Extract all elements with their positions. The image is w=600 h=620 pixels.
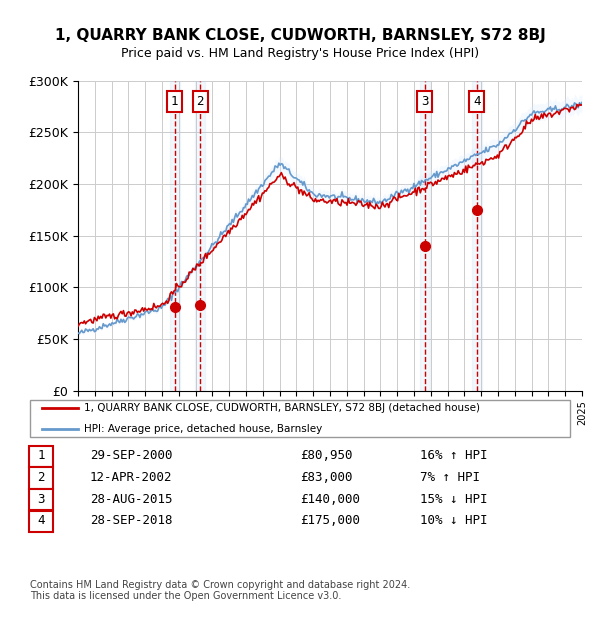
Text: Price paid vs. HM Land Registry's House Price Index (HPI): Price paid vs. HM Land Registry's House … [121,46,479,60]
Bar [472,81,482,391]
Text: 1, QUARRY BANK CLOSE, CUDWORTH, BARNSLEY, S72 8BJ (detached house): 1, QUARRY BANK CLOSE, CUDWORTH, BARNSLEY… [84,403,480,413]
Text: 1: 1 [171,95,178,108]
Bar [420,81,430,391]
Text: HPI: Average price, detached house, Barnsley: HPI: Average price, detached house, Barn… [84,424,322,434]
Text: 1: 1 [37,450,44,462]
Text: 16% ↑ HPI: 16% ↑ HPI [420,450,487,462]
Text: 2: 2 [37,471,44,484]
Text: 29-SEP-2000: 29-SEP-2000 [90,450,173,462]
Text: 3: 3 [37,493,44,505]
Text: 4: 4 [473,95,481,108]
Text: 2: 2 [197,95,204,108]
Text: 7% ↑ HPI: 7% ↑ HPI [420,471,480,484]
Text: 15% ↓ HPI: 15% ↓ HPI [420,493,487,505]
Text: £140,000: £140,000 [300,493,360,505]
Text: 1, QUARRY BANK CLOSE, CUDWORTH, BARNSLEY, S72 8BJ: 1, QUARRY BANK CLOSE, CUDWORTH, BARNSLEY… [55,28,545,43]
Text: £175,000: £175,000 [300,515,360,527]
Text: 28-AUG-2015: 28-AUG-2015 [90,493,173,505]
Text: 28-SEP-2018: 28-SEP-2018 [90,515,173,527]
Bar [195,81,205,391]
Text: 3: 3 [421,95,428,108]
Text: £83,000: £83,000 [300,471,353,484]
Text: 4: 4 [37,515,44,527]
Bar [170,81,179,391]
Text: £80,950: £80,950 [300,450,353,462]
Text: Contains HM Land Registry data © Crown copyright and database right 2024.
This d: Contains HM Land Registry data © Crown c… [30,580,410,601]
Text: 12-APR-2002: 12-APR-2002 [90,471,173,484]
Text: 10% ↓ HPI: 10% ↓ HPI [420,515,487,527]
